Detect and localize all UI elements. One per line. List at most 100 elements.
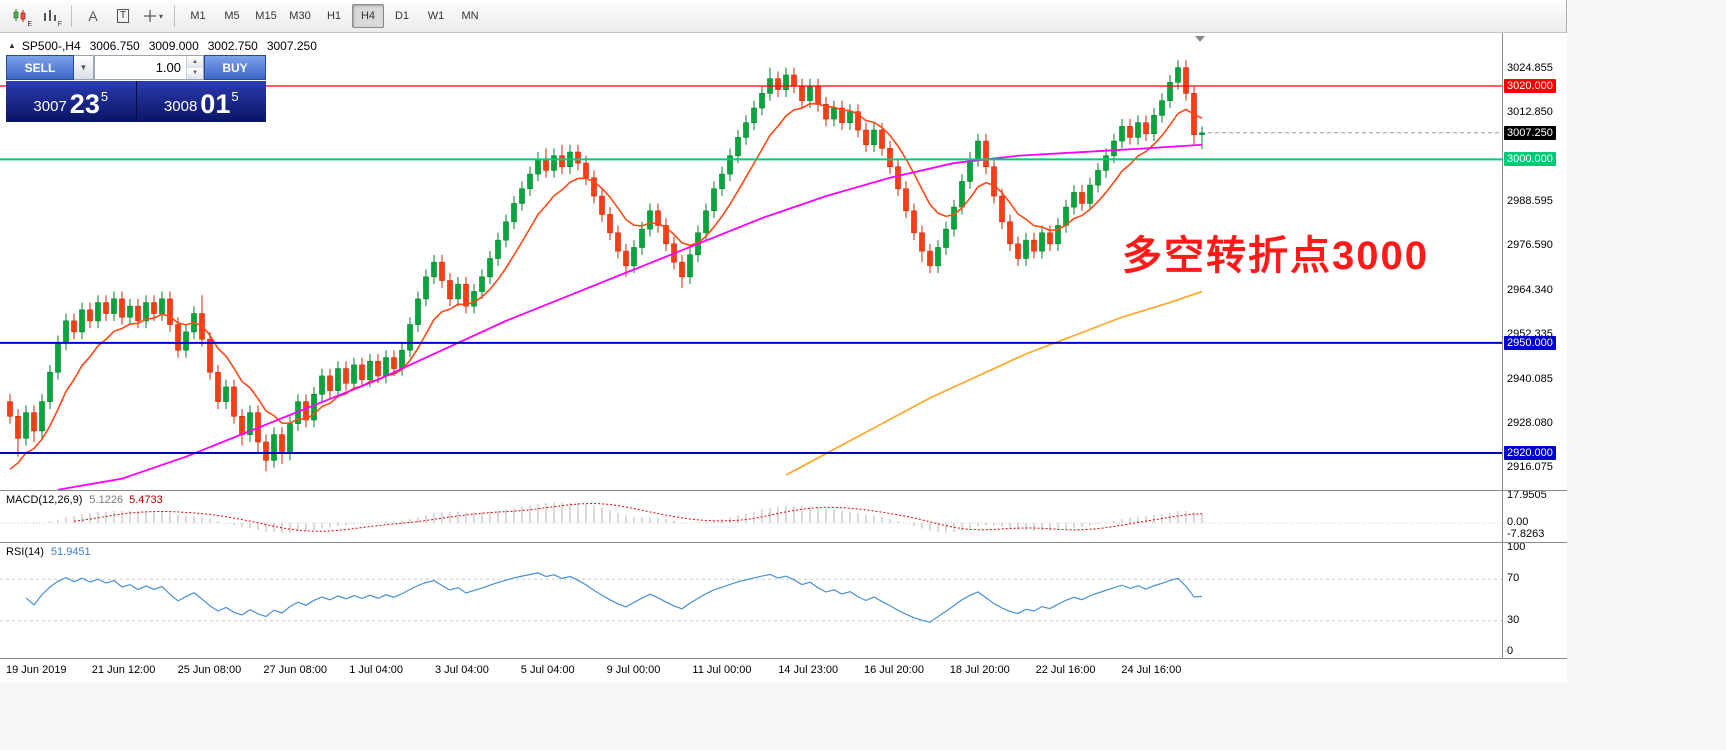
font-tool-button[interactable]: A — [79, 3, 107, 29]
macd-main-value: 5.1226 — [89, 494, 124, 506]
price-tick-label: 3012.850 — [1507, 106, 1553, 119]
axis-separator — [1503, 490, 1567, 491]
timeframe-button-m1[interactable]: M1 — [190, 10, 206, 22]
volume-down-button[interactable]: ▼ — [187, 67, 203, 79]
price-level-label: 3020.000 — [1504, 79, 1556, 93]
price-axis[interactable]: 3024.855 3012.850 2988.595 2976.590 2964.340… — [1502, 33, 1567, 658]
macd-title: MACD(12,26,9) — [6, 494, 83, 506]
indicator-grid-icon[interactable]: F — [36, 3, 64, 29]
rsi-line — [25, 572, 1203, 623]
volume-up-button[interactable]: ▲ — [187, 56, 203, 68]
time-label: 5 Jul 04:00 — [520, 664, 575, 676]
timeframe-button-mn[interactable]: MN — [461, 10, 479, 22]
timeframe-button-m5[interactable]: M5 — [224, 10, 240, 22]
rsi-chart — [0, 572, 1502, 623]
ma_mid-line — [57, 143, 1203, 490]
ask-price-display[interactable]: 3008 01 5 — [136, 81, 266, 122]
bid-main-digits: 23 — [69, 89, 100, 119]
text-tool-button[interactable]: T — [109, 3, 137, 29]
icon-sub-label: F — [57, 21, 62, 28]
rsi-axis-label: 100 — [1507, 541, 1526, 553]
toolbar-separator — [71, 5, 72, 27]
chart-plot-area[interactable]: ▲ SP500-,H4 3006.750 3009.000 3002.750 3007.2… — [0, 33, 1502, 490]
toolbar-separator — [174, 5, 175, 27]
price-level-label: 3000.000 — [1504, 152, 1556, 167]
time-label: 21 Jun 12:00 — [91, 664, 156, 676]
time-label: 11 Jul 00:00 — [692, 664, 752, 676]
time-label: 1 Jul 04:00 — [349, 664, 404, 676]
ma-fast-line — [9, 102, 1203, 470]
time-label: 18 Jul 20:00 — [949, 664, 1010, 676]
timeframe-button-m30[interactable]: M30 — [289, 10, 311, 22]
symbol-period-label: SP500-,H4 — [21, 39, 81, 53]
chevron-down-icon: ▾ — [158, 11, 163, 21]
toolbar: E F A T ▾ — [0, 0, 1566, 33]
rsi-value: 51.9451 — [50, 546, 91, 558]
time-label: 22 Jul 16:00 — [1035, 664, 1096, 676]
current-price-label: 3007.250 — [1504, 125, 1556, 140]
price-tick-label: 2928.080 — [1507, 417, 1553, 430]
timeframe-button-w1[interactable]: W1 — [427, 10, 445, 22]
rsi-axis-label: 0 — [1507, 645, 1514, 657]
time-label: 27 Jun 08:00 — [263, 664, 328, 676]
text-t-icon: T — [116, 9, 130, 23]
time-label: 19 Jun 2019 — [6, 664, 67, 676]
candlestick-chart — [0, 60, 1502, 490]
candles-glyph — [13, 9, 26, 22]
buy-button[interactable]: BUY — [204, 55, 266, 80]
macd-panel[interactable]: MACD(12,26,9) 5.1226 5.4733 — [0, 490, 1502, 542]
macd-chart — [0, 502, 1502, 534]
macd-signal-value: 5.4733 — [129, 494, 163, 506]
volume-input[interactable]: 1.00 — [155, 60, 181, 75]
volume-stepper: ▲ ▼ — [186, 56, 203, 79]
icon-sub-label: E — [27, 21, 32, 28]
low-value: 3002.750 — [207, 39, 258, 53]
axis-separator — [1503, 542, 1567, 543]
open-value: 3006.750 — [89, 39, 140, 53]
bid-prefix: 3007 — [33, 98, 67, 115]
cursor-tools-button[interactable]: ▾ — [139, 3, 167, 29]
candlestick-chart-icon[interactable]: E — [6, 3, 34, 29]
grid-glyph — [44, 10, 56, 21]
font-a-icon: A — [88, 8, 98, 24]
ask-main-digits: 01 — [200, 89, 231, 119]
timeframe-button-h4[interactable]: H4 — [352, 4, 384, 28]
chart-shift-marker-icon[interactable] — [1195, 36, 1205, 42]
price-tick-label: 2988.595 — [1507, 195, 1553, 208]
volume-box: 1.00 ▲ ▼ — [94, 55, 204, 80]
macd-axis-label: 17.9505 — [1507, 489, 1547, 502]
time-axis[interactable]: 19 Jun 2019 21 Jun 12:00 25 Jun 08:00 27 Ju… — [0, 658, 1567, 683]
chart-header: ▲ SP500-,H4 3006.750 3009.000 3002.750 3007.2… — [8, 39, 317, 53]
sell-button[interactable]: SELL — [6, 55, 74, 80]
time-label: 25 Jun 08:00 — [177, 664, 242, 676]
macd-signal-line — [73, 503, 1203, 532]
bid-sup-digit: 5 — [100, 89, 109, 104]
rsi-axis-label: 30 — [1507, 613, 1520, 626]
rsi-title: RSI(14) — [6, 546, 44, 558]
macd-label: MACD(12,26,9) 5.1226 5.4733 — [6, 494, 163, 506]
timeframe-button-d1[interactable]: D1 — [394, 10, 410, 22]
ma_slow-line — [785, 290, 1203, 476]
close-value: 3007.250 — [266, 39, 317, 53]
price-level-label: 2950.000 — [1504, 335, 1556, 350]
timeframe-button-h1[interactable]: H1 — [326, 10, 342, 22]
timeframe-button-m15[interactable]: M15 — [255, 10, 277, 22]
price-tick-label: 2976.590 — [1507, 239, 1553, 252]
bid-price-display[interactable]: 3007 23 5 — [6, 81, 136, 122]
rsi-axis-label: 70 — [1507, 572, 1520, 585]
price-level-label: 2920.000 — [1504, 446, 1556, 460]
rsi-label: RSI(14) 51.9451 — [6, 546, 91, 558]
price-tick-label: 2940.085 — [1507, 373, 1553, 386]
time-label: 9 Jul 00:00 — [606, 664, 661, 676]
one-click-trading-panel: SELL ▼ 1.00 ▲ ▼ BUY 3007 23 — [6, 55, 266, 122]
order-type-dropdown[interactable]: ▼ — [74, 55, 94, 80]
one-click-toggle-icon[interactable]: ▲ — [8, 41, 16, 50]
rsi-panel[interactable]: RSI(14) 51.9451 — [0, 542, 1502, 658]
time-label: 16 Jul 20:00 — [864, 664, 924, 676]
price-tick-label: 2916.075 — [1507, 461, 1553, 474]
price-tick-label: 2964.340 — [1507, 284, 1553, 297]
time-label: 24 Jul 16:00 — [1121, 664, 1182, 676]
crosshair-icon — [143, 10, 156, 22]
time-label: 3 Jul 04:00 — [435, 664, 489, 676]
